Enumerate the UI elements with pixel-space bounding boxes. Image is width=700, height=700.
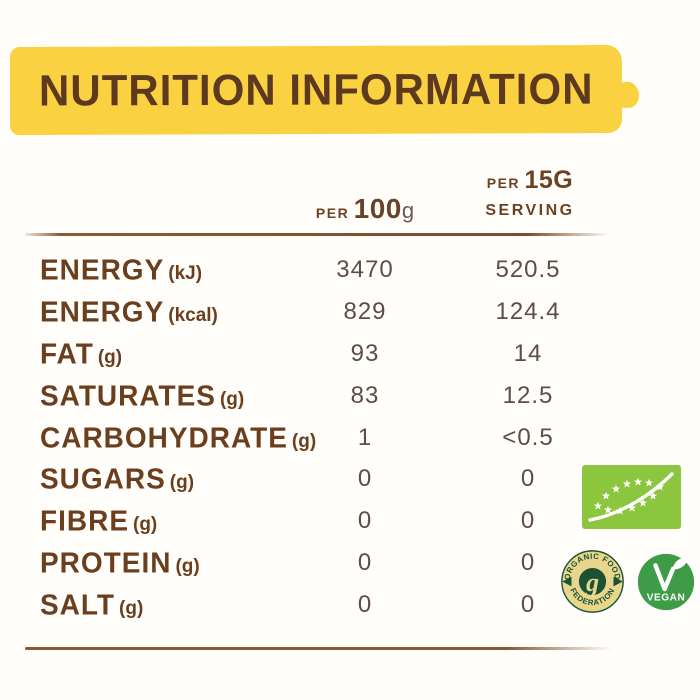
column-header-per-100g: PER 100g: [265, 193, 465, 225]
nutrient-unit: (g): [133, 514, 158, 536]
nutrient-unit: (g): [119, 598, 144, 620]
leaf-stars: [593, 477, 665, 515]
column-unit: g: [401, 198, 415, 223]
nutrient-unit: (kJ): [168, 262, 203, 284]
value-per-100g: 0: [357, 507, 373, 535]
leaf-star-icon: [622, 479, 632, 488]
nutrient-label: ENERGY (kcal): [40, 295, 218, 328]
nutrient-name: ENERGY: [40, 295, 165, 328]
value-per-15g-serving: 0: [520, 591, 536, 619]
vegan-badge: VEGAN: [637, 553, 695, 611]
leaf-star-icon: [611, 484, 621, 493]
value-per-100g: 3470: [336, 255, 394, 283]
eu-logo-background: [582, 465, 681, 529]
leaf-star-icon: [633, 477, 643, 486]
organic-food-federation-badge: g ORGANIC FOOD FEDERATION: [561, 550, 624, 613]
table-row: PROTEIN (g) 0 0: [40, 542, 640, 584]
nutrient-unit: (g): [175, 556, 200, 578]
nutrient-unit: (g): [219, 388, 245, 410]
nutrient-name: PROTEIN: [40, 546, 172, 579]
leaf-star-icon: [615, 506, 625, 515]
column-line1: PER 15G: [440, 167, 620, 197]
vegan-leaf-icon: [672, 557, 688, 570]
leaf-star-icon: [601, 491, 611, 500]
leaf-star-icon: [648, 491, 658, 500]
nutrient-unit: (g): [291, 430, 317, 452]
table-row: SALT (g) 0 0: [40, 584, 640, 626]
nutrient-label: FAT (g): [40, 337, 123, 370]
table-row: SATURATES (g) 83 12.5: [40, 375, 640, 417]
value-per-15g-serving: 12.5: [502, 381, 554, 409]
table-row: FAT (g) 93 14: [40, 333, 640, 375]
nutrient-unit: (kcal): [168, 304, 218, 326]
value-per-15g-serving: 124.4: [495, 297, 561, 325]
table-top-rule: [25, 233, 610, 236]
column-prefix: PER: [486, 175, 521, 191]
value-per-100g: 93: [350, 339, 380, 367]
nutrient-name: CARBOHYDRATE: [40, 421, 288, 453]
nutrient-unit: (g): [169, 472, 195, 494]
value-per-100g: 829: [343, 297, 387, 325]
table-row: ENERGY (kJ) 3470 520.5: [40, 249, 640, 291]
nutrient-name: FAT: [40, 337, 94, 370]
value-per-100g: 0: [357, 591, 373, 619]
column-amount: 15G: [524, 166, 574, 194]
value-per-100g: 83: [350, 381, 380, 409]
nutrient-name: ENERGY: [40, 253, 165, 286]
value-per-15g-serving: <0.5: [502, 423, 554, 451]
table-row: SUGARS (g) 0 0: [40, 458, 640, 500]
nutrient-name: FIBRE: [40, 504, 129, 537]
table-row: FIBRE (g) 0 0: [40, 500, 640, 542]
leaf-star-icon: [627, 503, 637, 512]
leaf-star-icon: [603, 505, 613, 514]
nutrient-label: PROTEIN (g): [40, 547, 200, 579]
nutrition-table: ENERGY (kJ) 3470 520.5 ENERGY (kcal) 829 1…: [40, 249, 640, 626]
title-banner: NUTRITION INFORMATION: [9, 44, 640, 136]
nutrient-label: ENERGY (kJ): [40, 253, 203, 286]
leaf-star-icon: [593, 501, 603, 510]
table-bottom-rule: [25, 647, 613, 650]
value-per-100g: 0: [357, 465, 373, 493]
nutrient-unit: (g): [97, 346, 123, 368]
leaf-stem-swoosh: [588, 472, 674, 522]
vegan-v-icon: [653, 563, 676, 592]
vegan-label: VEGAN: [647, 592, 686, 603]
table-row: ENERGY (kcal) 829 124.4: [40, 291, 640, 333]
off-left-wedge: [562, 576, 572, 587]
banner-paint-blob: [616, 81, 640, 108]
nutrient-label: SUGARS (g): [40, 463, 194, 495]
nutrient-label: FIBRE (g): [40, 505, 157, 537]
value-per-15g-serving: 0: [520, 507, 536, 535]
eu-organic-leaf-logo: [582, 465, 681, 529]
off-center-glyph: g: [585, 568, 599, 597]
value-per-100g: 1: [357, 423, 373, 451]
table-row: CARBOHYDRATE (g) 1 <0.5: [40, 417, 640, 459]
nutrient-label: CARBOHYDRATE (g): [40, 421, 317, 454]
nutrient-name: SATURATES: [40, 379, 216, 412]
leaf-star-icon: [638, 498, 648, 507]
page-title: NUTRITION INFORMATION: [38, 64, 594, 115]
nutrient-label: SALT (g): [40, 589, 143, 621]
value-per-15g-serving: 14: [513, 339, 543, 367]
nutrient-label: SATURATES (g): [40, 379, 245, 412]
leaf-star-icon: [644, 478, 654, 487]
column-amount: 100: [353, 193, 402, 224]
leaf-star-icon: [655, 482, 665, 491]
nutrient-name: SALT: [40, 588, 116, 621]
value-per-15g-serving: 520.5: [495, 255, 561, 283]
nutrient-name: SUGARS: [40, 462, 166, 495]
column-prefix: PER: [315, 205, 350, 221]
column-header-per-15g-serving: PER 15G SERVING: [440, 167, 620, 224]
column-line2: SERVING: [485, 202, 575, 219]
value-per-100g: 0: [357, 549, 373, 577]
off-center-disc: [578, 567, 607, 596]
value-per-15g-serving: 0: [520, 549, 536, 577]
off-right-wedge: [613, 576, 623, 587]
value-per-15g-serving: 0: [520, 465, 536, 493]
